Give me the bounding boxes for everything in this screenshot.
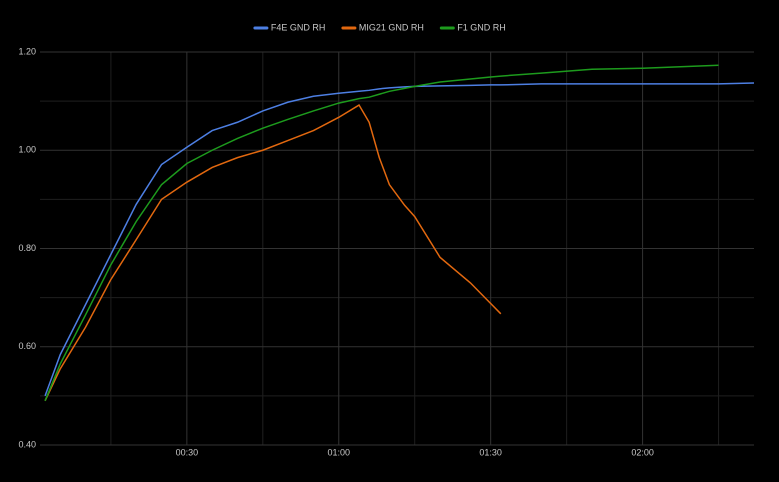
y-tick-label: 0.60: [18, 341, 36, 351]
y-tick-label: 0.40: [18, 439, 36, 449]
x-tick-label: 00:30: [176, 447, 199, 457]
x-tick-label: 01:30: [479, 447, 502, 457]
legend-label: F4E GND RH: [271, 22, 326, 32]
y-tick-label: 0.80: [18, 243, 36, 253]
y-tick-label: 1.20: [18, 46, 36, 56]
legend-label: MIG21 GND RH: [359, 22, 424, 32]
x-tick-label: 01:00: [328, 447, 351, 457]
series-line: [44, 82, 755, 397]
series-line: [44, 104, 502, 402]
x-tick-label: 02:00: [631, 447, 654, 457]
legend-label: F1 GND RH: [457, 22, 506, 32]
y-tick-label: 1.00: [18, 145, 36, 155]
series-line: [44, 64, 719, 402]
